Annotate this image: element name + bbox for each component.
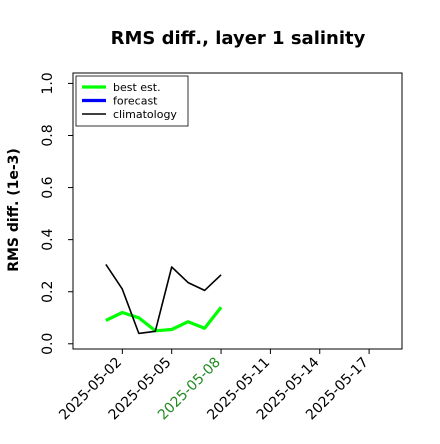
y-tick-label: 0.4	[40, 228, 56, 250]
y-tick-label: 0.2	[40, 281, 56, 303]
legend-label: climatology	[113, 108, 177, 121]
y-tick-label: 0.0	[40, 333, 56, 355]
plot-frame	[72, 72, 403, 350]
y-tick-label: 1.0	[40, 72, 56, 94]
y-axis-label: RMS diff. (1e-3)	[6, 148, 22, 272]
y-tick-label: 0.8	[40, 124, 56, 146]
plot-area: 0.00.20.40.60.81.02025-05-022025-05-0520…	[40, 72, 403, 423]
legend-label: best est.	[113, 81, 161, 94]
y-tick-label: 0.6	[40, 176, 56, 198]
legend-label: forecast	[113, 95, 158, 108]
series-line	[105, 306, 223, 333]
series-line	[105, 263, 222, 335]
chart-title: RMS diff., layer 1 salinity	[111, 28, 366, 49]
